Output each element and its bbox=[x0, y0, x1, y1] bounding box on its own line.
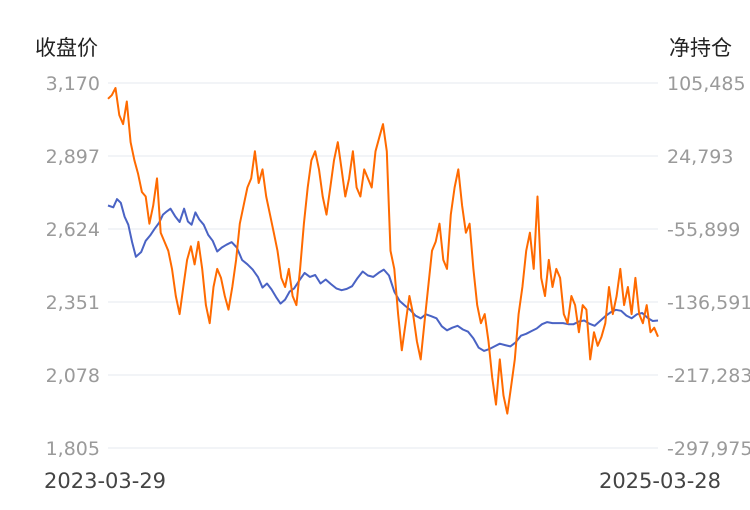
series-line-left-axis bbox=[107, 198, 659, 352]
right-tick-label: 105,485 bbox=[667, 73, 746, 95]
right-tick-label: -217,283 bbox=[667, 365, 750, 387]
left-tick-label: 2,078 bbox=[46, 365, 100, 387]
right-tick-label: -55,899 bbox=[667, 219, 740, 241]
left-tick-label: 2,351 bbox=[46, 292, 100, 314]
right-tick-label: 24,793 bbox=[667, 146, 733, 168]
right-axis-title: 净持仓 bbox=[669, 36, 732, 60]
left-tick-label: 2,624 bbox=[46, 219, 100, 241]
left-tick-label: 2,897 bbox=[46, 146, 100, 168]
left-axis-title: 收盘价 bbox=[35, 36, 98, 60]
series-line-right-axis bbox=[107, 87, 659, 415]
x-axis-start-label: 2023-03-29 bbox=[44, 469, 166, 493]
right-tick-label: -297,975 bbox=[667, 438, 750, 460]
left-tick-label: 1,805 bbox=[46, 438, 100, 460]
grid-lines bbox=[108, 82, 658, 449]
series-layer bbox=[107, 87, 659, 415]
left-axis-ticks: 3,170 2,897 2,624 2,351 2,078 1,805 bbox=[46, 73, 100, 460]
right-tick-label: -136,591 bbox=[667, 292, 750, 314]
right-axis-ticks: 105,485 24,793 -55,899 -136,591 -217,283 -297… bbox=[667, 73, 750, 460]
left-tick-label: 3,170 bbox=[46, 73, 100, 95]
x-axis-end-label: 2025-03-28 bbox=[599, 469, 721, 493]
